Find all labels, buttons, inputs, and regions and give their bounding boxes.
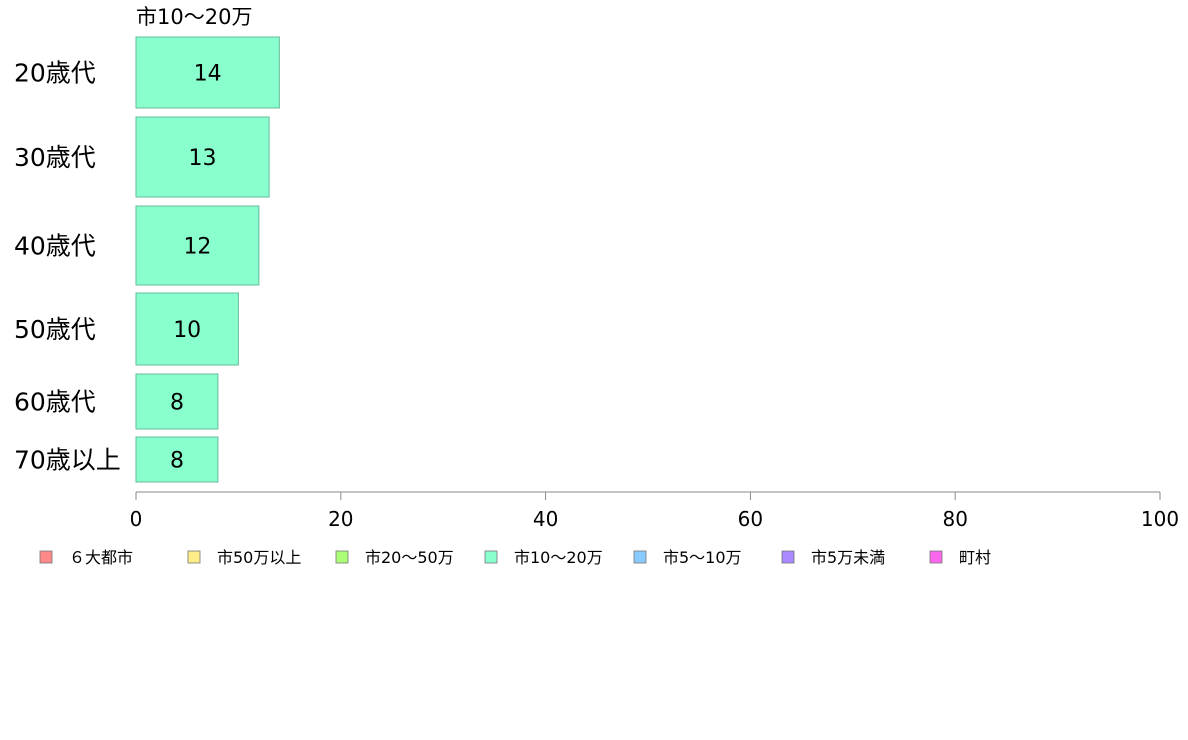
- legend-swatch: [335, 550, 349, 564]
- x-tick-label: 20: [328, 507, 353, 531]
- x-tick-label: 40: [533, 507, 558, 531]
- legend-label: 市5万未満: [811, 548, 885, 567]
- legend-label: 市20〜50万: [365, 548, 454, 567]
- legend-label: 町村: [959, 548, 991, 567]
- legend-swatch: [187, 550, 201, 564]
- bar: [135, 373, 219, 430]
- bar: [135, 436, 219, 483]
- legend-label: 市5〜10万: [663, 548, 742, 567]
- bar: [135, 116, 270, 198]
- category-label: 60歳代: [14, 388, 96, 417]
- bar-value-label: 10: [173, 318, 201, 343]
- legend-swatch: [781, 550, 795, 564]
- legend-swatch: [633, 550, 647, 564]
- legend-swatch: [484, 550, 498, 564]
- bar-value-label: 8: [170, 391, 184, 416]
- x-tick-label: 100: [1141, 507, 1179, 531]
- category-label: 40歳代: [14, 232, 96, 261]
- category-label: 30歳代: [14, 143, 96, 172]
- legend-swatch: [929, 550, 943, 564]
- category-label: 50歳代: [14, 315, 96, 344]
- bar-value-label: 14: [194, 62, 222, 87]
- series-label: 市10〜20万: [136, 5, 252, 29]
- legend-label: ６大都市: [69, 548, 133, 567]
- category-label: 20歳代: [14, 59, 96, 88]
- bar-value-label: 13: [189, 146, 217, 171]
- x-tick-label: 0: [130, 507, 143, 531]
- bar: [135, 292, 239, 366]
- bar-value-label: 12: [183, 235, 211, 260]
- legend-label: 市50万以上: [217, 548, 301, 567]
- x-tick-label: 80: [942, 507, 967, 531]
- x-tick-label: 60: [738, 507, 763, 531]
- legend-label: 市10〜20万: [514, 548, 603, 567]
- category-label: 70歳以上: [14, 446, 121, 475]
- legend-swatch: [39, 550, 53, 564]
- bar-value-label: 8: [170, 449, 184, 474]
- bar: [135, 36, 280, 109]
- bar: [135, 205, 260, 286]
